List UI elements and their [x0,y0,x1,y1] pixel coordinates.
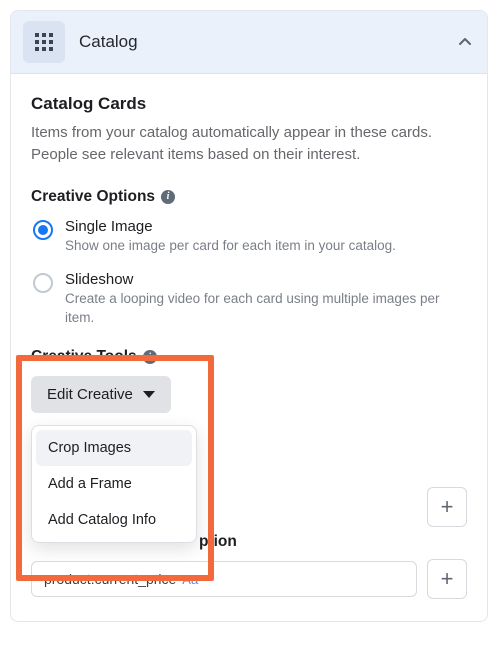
field-row-price: product.current_price Aa + [31,559,467,599]
menu-item-crop-images[interactable]: Crop Images [36,430,192,466]
panel-header[interactable]: Catalog [11,11,487,74]
radio-sublabel: Show one image per card for each item in… [65,237,467,256]
radio-single-image[interactable]: Single Image Show one image per card for… [33,218,467,256]
radio-label: Slideshow [65,271,467,288]
creative-tools-label-text: Creative Tools [31,348,137,366]
radio-sublabel: Create a looping video for each card usi… [65,290,467,328]
field-chip-text: product.current_price [44,571,176,587]
caret-down-icon [143,391,155,398]
catalog-cards-heading: Catalog Cards [31,94,467,114]
radio-label: Single Image [65,218,467,235]
chevron-up-icon[interactable] [457,34,473,50]
add-field-button[interactable]: + [427,487,467,527]
catalog-icon [23,21,65,63]
field-chip-price[interactable]: product.current_price Aa [31,561,417,597]
radio-indicator-icon [33,273,53,293]
radio-indicator-icon [33,220,53,240]
creative-options-label-text: Creative Options [31,188,155,206]
panel-title: Catalog [79,32,457,52]
info-icon[interactable]: i [161,190,175,204]
partial-heading: ption [199,533,467,551]
panel-body: Catalog Cards Items from your catalog au… [11,74,487,621]
text-style-icon: Aa [182,572,198,587]
edit-creative-button-label: Edit Creative [47,386,133,403]
catalog-panel: Catalog Catalog Cards Items from your ca… [10,10,488,622]
edit-creative-button[interactable]: Edit Creative [31,376,171,413]
creative-options-label: Creative Options i [31,188,467,206]
radio-slideshow[interactable]: Slideshow Create a looping video for eac… [33,271,467,328]
add-field-button[interactable]: + [427,559,467,599]
info-icon[interactable]: i [143,350,157,364]
catalog-cards-desc: Items from your catalog automatically ap… [31,122,467,166]
